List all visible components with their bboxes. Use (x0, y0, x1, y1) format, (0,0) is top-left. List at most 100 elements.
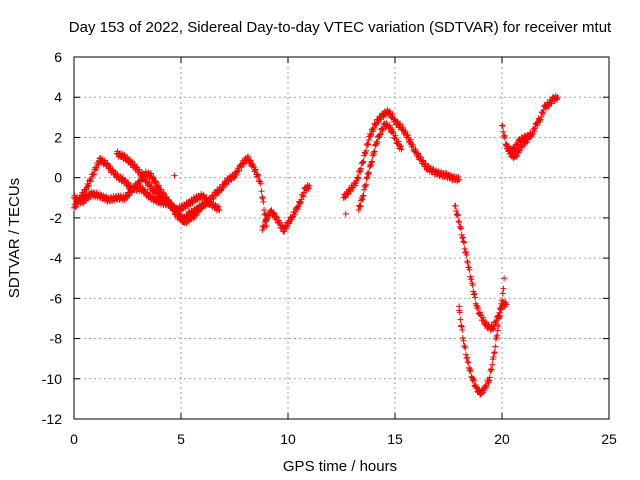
data-point (261, 206, 268, 213)
data-point (294, 206, 301, 213)
data-point (255, 172, 262, 179)
series-trace-f (355, 120, 405, 213)
series-trace-c (113, 148, 206, 227)
data-point (528, 133, 535, 140)
data-point (124, 179, 131, 186)
data-point (415, 150, 422, 157)
data-point (459, 234, 466, 241)
data-point (531, 128, 538, 135)
data-point (456, 309, 463, 316)
y-tick-label: -4 (50, 250, 63, 266)
x-tick-label: 5 (177, 431, 185, 447)
data-point (476, 309, 483, 316)
data-point (282, 222, 289, 229)
data-point (467, 368, 474, 375)
data-point (422, 160, 429, 167)
data-point (397, 142, 404, 149)
data-point (342, 210, 349, 217)
data-point (233, 172, 240, 179)
data-point (244, 153, 251, 160)
data-point (460, 238, 467, 245)
data-point (454, 210, 461, 217)
data-point (470, 291, 477, 298)
data-point (396, 122, 403, 129)
data-point (463, 251, 470, 258)
chart-title: Day 153 of 2022, Sidereal Day-to-day VTE… (69, 19, 612, 36)
data-point (459, 235, 466, 242)
data-point (254, 171, 261, 178)
data-point (95, 161, 102, 168)
data-point (506, 146, 513, 153)
data-point (455, 174, 462, 181)
data-point (367, 133, 374, 140)
data-point (261, 211, 268, 218)
data-point (215, 203, 222, 210)
data-point (356, 202, 363, 209)
data-point (128, 158, 135, 165)
data-point (258, 188, 265, 195)
data-point (359, 196, 366, 203)
grid-lines (74, 57, 609, 419)
data-point (260, 198, 267, 205)
data-point (539, 110, 546, 117)
data-point (465, 264, 472, 271)
data-point (359, 159, 366, 166)
data-point (146, 191, 153, 198)
plot-frame (73, 56, 610, 420)
outlier-points (171, 172, 463, 310)
data-point (554, 94, 561, 101)
data-point (306, 182, 313, 189)
data-point (117, 173, 124, 180)
data-point (500, 128, 507, 135)
data-point (398, 146, 405, 153)
data-point (170, 202, 177, 209)
data-point (406, 138, 413, 145)
data-point (357, 165, 364, 172)
y-tick-label: -2 (50, 210, 63, 226)
data-point (273, 213, 280, 220)
data-point (90, 171, 97, 178)
data-point (475, 305, 482, 312)
data-point (464, 259, 471, 266)
data-point (462, 351, 469, 358)
data-point (360, 192, 367, 199)
data-point (252, 167, 259, 174)
data-point (142, 186, 149, 193)
data-point (539, 109, 546, 116)
data-point (490, 353, 497, 360)
data-point (367, 162, 374, 169)
data-point (548, 100, 555, 107)
data-point (466, 266, 473, 273)
data-point (492, 343, 499, 350)
x-tick-label: 20 (494, 431, 510, 447)
data-point (85, 183, 92, 190)
x-tick-label: 10 (280, 431, 296, 447)
data-point (344, 191, 351, 198)
data-point (500, 285, 507, 292)
data-point (417, 154, 424, 161)
data-point (152, 178, 159, 185)
x-tick-label: 15 (387, 431, 403, 447)
data-point (395, 138, 402, 145)
y-tick-label: -12 (42, 411, 62, 427)
data-point (123, 154, 130, 161)
data-point (518, 144, 525, 151)
data-point (259, 194, 266, 201)
data-point (270, 209, 277, 216)
data-point (126, 192, 133, 199)
data-point (273, 214, 280, 221)
data-point (489, 326, 496, 333)
data-point (503, 141, 510, 148)
data-point (155, 190, 162, 197)
data-point (370, 128, 377, 135)
data-point (468, 275, 475, 282)
data-point (357, 203, 364, 210)
data-point (404, 132, 411, 139)
data-point (223, 181, 230, 188)
data-point (368, 131, 375, 138)
data-point (155, 182, 162, 189)
data-point (184, 201, 191, 208)
data-point (409, 142, 416, 149)
data-point (149, 175, 156, 182)
data-point (123, 195, 130, 202)
